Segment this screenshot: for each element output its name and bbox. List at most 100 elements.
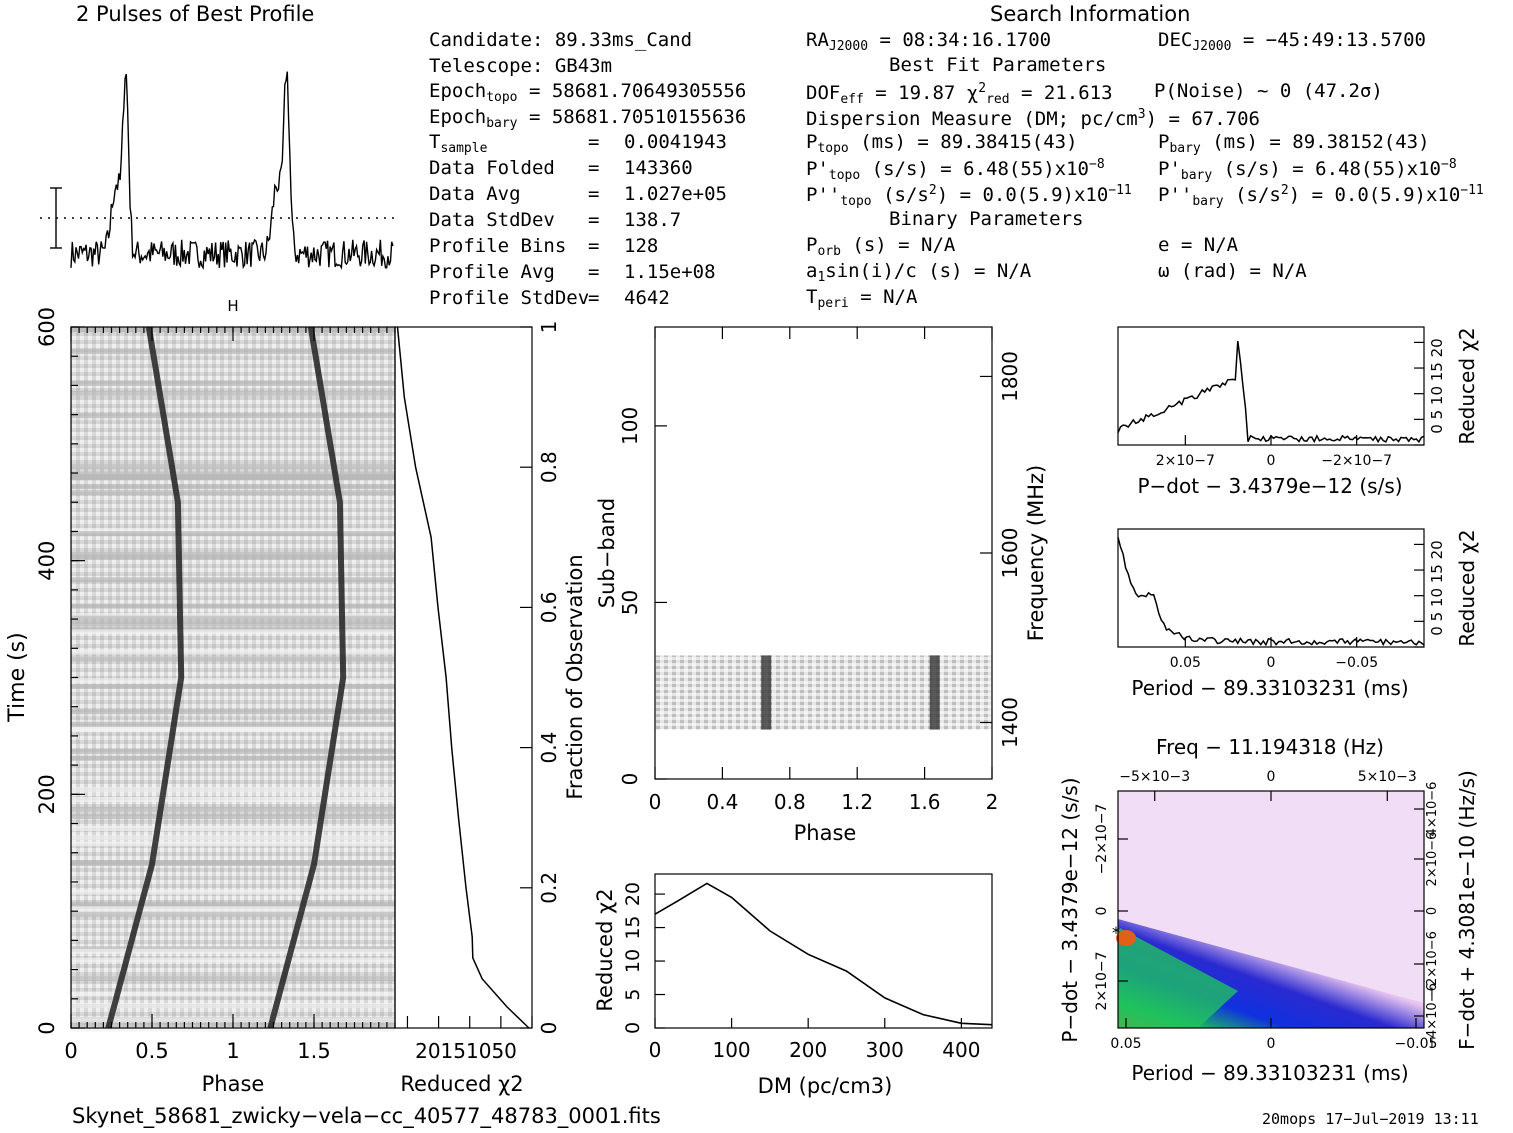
x-tick-label: 0 bbox=[1267, 655, 1276, 671]
y-tick-label: 15 bbox=[622, 915, 644, 939]
x-tick-label: 20151050 bbox=[415, 1039, 517, 1063]
x-tick-label: 0.4 bbox=[706, 790, 738, 814]
y2-tick-label: 2×10−6 bbox=[1425, 832, 1440, 887]
pd-topo-line: P'topo (s/s) = 6.48(55)x10−8 bbox=[806, 157, 1105, 183]
y-axis-label: Reduced χ2 bbox=[1455, 327, 1479, 444]
time-phase-row bbox=[71, 806, 395, 812]
subband-pulse bbox=[761, 655, 772, 730]
x-tick-label: 1.5 bbox=[297, 1039, 330, 1063]
pdd-topo-line: P''topo (s/s2) = 0.0(5.9)x10−11 bbox=[806, 183, 1132, 209]
time-phase-row bbox=[71, 464, 395, 470]
time-phase-row bbox=[71, 721, 395, 727]
y-axis-label: Sub−band bbox=[595, 498, 619, 608]
x-axis-label: Phase bbox=[202, 1072, 265, 1096]
x-tick-label: 300 bbox=[866, 1038, 904, 1062]
time-phase-row bbox=[71, 860, 395, 866]
stat-label: Profile Bins bbox=[429, 235, 567, 257]
x-tick-label: −0.05 bbox=[1395, 1036, 1438, 1052]
binary-title: Binary Parameters bbox=[889, 208, 1084, 230]
epoch-bary-line: Epochbary = 58681.70510155636 bbox=[429, 106, 747, 131]
time-phase-row bbox=[71, 841, 395, 847]
search-title: Search Information bbox=[990, 2, 1191, 26]
y-axis-label: Fraction of Observation bbox=[563, 554, 587, 799]
time-phase-row bbox=[71, 835, 395, 841]
x-axis-label: Reduced χ2 bbox=[400, 1072, 523, 1096]
time-phase-row bbox=[71, 629, 395, 635]
stat-equals: = bbox=[588, 209, 600, 231]
p-bary-line: Pbary (ms) = 89.38152(43) bbox=[1158, 131, 1430, 156]
y-tick-label: 0 5 10 15 20 bbox=[1428, 338, 1446, 433]
time-phase-row bbox=[71, 911, 395, 917]
y-axis-label: P−dot − 3.4379e−12 (s/s) bbox=[1058, 777, 1082, 1042]
curve-line bbox=[1117, 537, 1425, 647]
stat-value: 1.15e+08 bbox=[624, 261, 716, 283]
time-phase-row bbox=[71, 727, 395, 733]
omega-line: ω (rad) = N/A bbox=[1158, 260, 1307, 282]
pd-bary-line: P'bary (s/s) = 6.48(55)x10−8 bbox=[1158, 157, 1457, 183]
stat-value: 1.027e+05 bbox=[624, 183, 727, 205]
stat-equals: = bbox=[588, 235, 600, 257]
chi2-time-frame bbox=[394, 326, 533, 1029]
x-tick-label: 0.05 bbox=[1170, 655, 1201, 671]
y2-tick-label: 1600 bbox=[998, 528, 1022, 579]
stat-label: Data Folded bbox=[429, 157, 555, 179]
pulse-profile-plot: H bbox=[40, 71, 396, 315]
x-tick-label: 400 bbox=[942, 1038, 980, 1062]
time-phase-row bbox=[71, 349, 395, 355]
time-phase-row bbox=[71, 531, 395, 537]
time-phase-row bbox=[71, 814, 395, 820]
time-phase-row bbox=[71, 709, 395, 715]
stat-equals: = bbox=[588, 131, 600, 153]
time-phase-row bbox=[71, 755, 395, 761]
stat-value: 0.0041943 bbox=[624, 131, 727, 153]
ecc-line: e = N/A bbox=[1158, 234, 1239, 256]
time-phase-row bbox=[71, 613, 395, 619]
top-tick-label: 0 bbox=[1267, 769, 1276, 785]
curve-line bbox=[1117, 341, 1425, 444]
y2-tick-label: 0 bbox=[1425, 907, 1440, 915]
x-tick-label: 0 bbox=[649, 1038, 662, 1062]
x-axis-label: Period − 89.33103231 (ms) bbox=[1131, 1061, 1408, 1085]
time-phase-row bbox=[71, 787, 395, 793]
x-tick-label: 2×10−7 bbox=[1156, 453, 1215, 469]
tperi-line: Tperi = N/A bbox=[806, 286, 918, 311]
y-tick-label: 0 bbox=[618, 773, 642, 786]
time-phase-row bbox=[71, 380, 395, 386]
stat-label: Data StdDev bbox=[429, 209, 555, 231]
time-phase-row bbox=[71, 656, 395, 662]
curve-frame bbox=[1117, 528, 1425, 648]
time-phase-row bbox=[71, 683, 395, 689]
y2-tick-label: 1400 bbox=[998, 697, 1022, 748]
y-tick-label: 0.2 bbox=[537, 872, 561, 904]
y2-tick-label: 4×10−6 bbox=[1425, 782, 1440, 837]
dof-line: DOFeff = 19.87 χ2red = 21.613 bbox=[806, 81, 1113, 107]
x-tick-label: 2 bbox=[986, 790, 999, 814]
subband-image bbox=[655, 655, 992, 730]
y2-axis-label: Frequency (MHz) bbox=[1024, 465, 1048, 641]
epoch-topo-line: Epochtopo = 58681.70649305556 bbox=[429, 80, 747, 105]
stat-value: 128 bbox=[624, 235, 659, 257]
stat-label: Profile StdDev bbox=[429, 287, 590, 309]
time-phase-row bbox=[71, 901, 395, 907]
time-phase-row bbox=[71, 1026, 395, 1032]
x-tick-label: −0.05 bbox=[1335, 655, 1378, 671]
chi2-time-line bbox=[396, 326, 530, 1029]
time-phase-row bbox=[71, 551, 395, 557]
pulse-track bbox=[105, 326, 185, 1029]
y-tick-label: 0.6 bbox=[537, 591, 561, 623]
y2-tick-label: 1800 bbox=[998, 351, 1022, 402]
time-phase-row bbox=[71, 490, 395, 496]
time-phase-row bbox=[71, 991, 395, 997]
x-tick-label: 0 bbox=[649, 790, 662, 814]
y-tick-label: 1 bbox=[537, 321, 561, 334]
time-phase-row bbox=[71, 1003, 395, 1009]
time-phase-row bbox=[71, 615, 395, 621]
stat-label: Tsample bbox=[429, 131, 488, 156]
x-axis-label: DM (pc/cm3) bbox=[758, 1074, 893, 1098]
y-axis-label: Reduced χ2 bbox=[593, 888, 617, 1011]
dm-curve-plot: 0 100 200 300 400 DM (pc/cm3) 0 5 10 15 20Reduced … bbox=[593, 873, 993, 1098]
y2-tick-label: −2×10−6 bbox=[1425, 931, 1440, 997]
pp-title: Freq − 11.194318 (Hz) bbox=[1156, 735, 1384, 759]
time-phase-row bbox=[71, 889, 395, 895]
y-axis-label: Reduced χ2 bbox=[1455, 529, 1479, 646]
